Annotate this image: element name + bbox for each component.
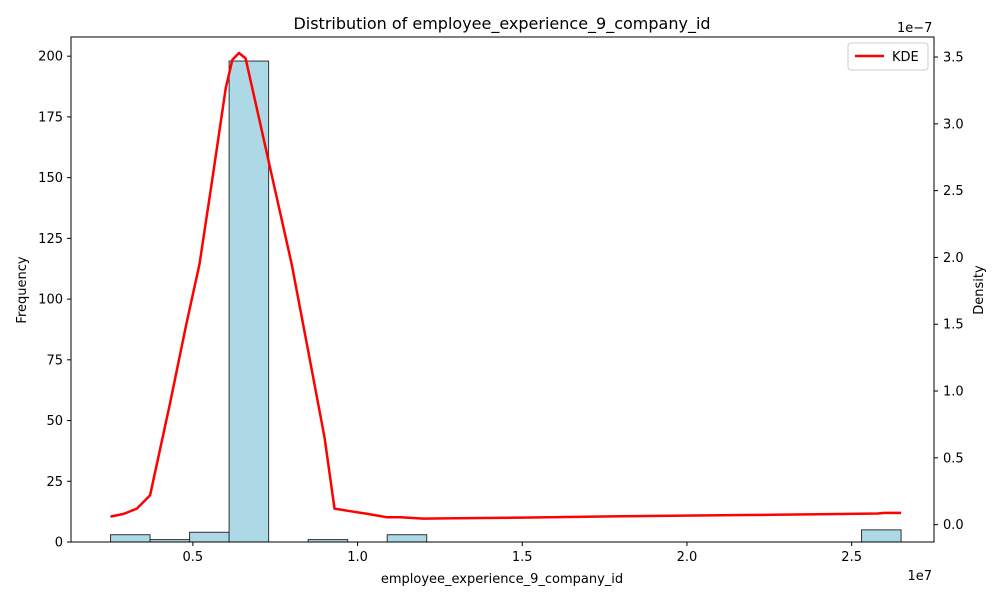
x-tick-label: 2.0 bbox=[677, 550, 698, 565]
y-tick-label: 50 bbox=[46, 414, 63, 429]
y-tick-label: 200 bbox=[38, 50, 63, 65]
y2-axis-label: Density bbox=[972, 265, 987, 315]
kde-line bbox=[110, 51, 902, 520]
y2-tick-label: 3.0 bbox=[943, 117, 964, 132]
histogram-bar bbox=[110, 534, 151, 543]
x-tick-label: 1.5 bbox=[512, 550, 533, 565]
x-tick-label: 0.5 bbox=[183, 550, 204, 565]
histogram-bar bbox=[189, 531, 230, 543]
legend-box bbox=[847, 42, 929, 71]
x-axis-ticks: 0.5 1.0 1.5 2.0 2.5 bbox=[183, 542, 862, 565]
histogram-bar bbox=[228, 60, 270, 543]
y-tick-label: 125 bbox=[38, 232, 63, 247]
y-tick-label: 0 bbox=[55, 536, 63, 551]
kde-series bbox=[110, 51, 902, 520]
y-axis-label: Frequency bbox=[15, 256, 30, 323]
y2-tick-label: 0.0 bbox=[943, 518, 964, 533]
histogram-bars bbox=[110, 60, 902, 543]
plot-frame bbox=[70, 36, 935, 543]
y-axis-ticks: 0 25 50 75 100 125 150 175 200 bbox=[38, 50, 71, 551]
x-tick-label: 2.5 bbox=[841, 550, 862, 565]
y2-tick-label: 1.0 bbox=[943, 385, 964, 400]
histogram-bar bbox=[861, 529, 902, 543]
y2-tick-label: 0.5 bbox=[943, 451, 964, 466]
y2-tick-label: 1.5 bbox=[943, 318, 964, 333]
y-tick-label: 175 bbox=[38, 110, 63, 125]
legend: KDE bbox=[847, 42, 929, 71]
y2-tick-label: 2.0 bbox=[943, 251, 964, 266]
y2-axis-offset: 1e−7 bbox=[897, 21, 932, 36]
y2-axis-ticks: 0.0 0.5 1.0 1.5 2.0 2.5 3.0 3.5 bbox=[934, 51, 964, 533]
y-tick-label: 25 bbox=[46, 475, 63, 490]
x-axis-offset: 1e7 bbox=[907, 569, 932, 584]
x-axis-label: employee_experience_9_company_id bbox=[381, 572, 623, 587]
x-tick-label: 1.0 bbox=[347, 550, 368, 565]
y-tick-label: 100 bbox=[38, 293, 63, 308]
y-tick-label: 75 bbox=[46, 353, 63, 368]
legend-kde-label: KDE bbox=[892, 50, 919, 65]
y2-tick-label: 3.5 bbox=[943, 51, 964, 66]
histogram-bar bbox=[386, 534, 428, 543]
chart-title: Distribution of employee_experience_9_co… bbox=[293, 14, 710, 34]
y2-tick-label: 2.5 bbox=[943, 184, 964, 199]
y-tick-label: 150 bbox=[38, 171, 63, 186]
